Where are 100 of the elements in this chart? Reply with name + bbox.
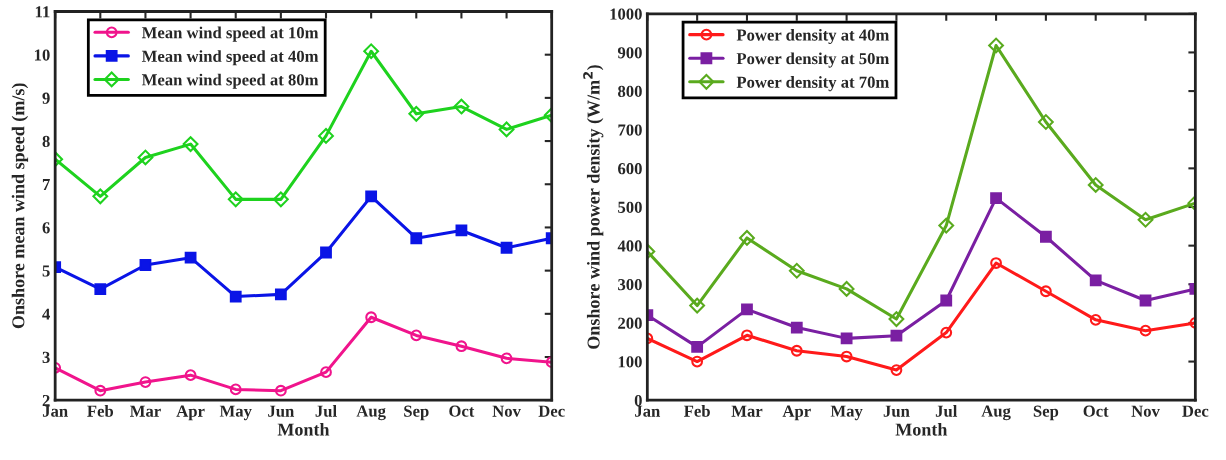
point (227, 191, 244, 208)
x-tick-label: Mar (731, 405, 763, 417)
y-tick-label: 6 (42, 222, 50, 234)
point (689, 297, 706, 314)
x-tick-label: Sep (404, 405, 429, 421)
y-axis-title: Onshore wind power density (W/m$^{2}$) (583, 65, 604, 349)
x-tick-label: Dec (538, 405, 565, 417)
y-axis-title: Onshore mean wind speed (m/s) (11, 83, 29, 329)
x-tick-label: Jan (42, 405, 68, 417)
x-tick-label: Oct (449, 405, 475, 417)
point (184, 251, 197, 264)
point (453, 98, 470, 115)
point (988, 37, 1004, 54)
point (500, 241, 513, 254)
point (94, 283, 107, 296)
x-tick-label: Jun (268, 405, 295, 417)
x-tick-label: Apr (176, 405, 205, 421)
y-tick-label: 500 (618, 201, 642, 213)
point (1137, 211, 1154, 228)
point (137, 149, 154, 166)
y-tick-label: 8 (42, 135, 50, 148)
point (500, 352, 513, 365)
point (890, 364, 903, 376)
point (1039, 285, 1052, 298)
point (498, 121, 515, 138)
x-tick-label: Nov (1131, 405, 1160, 417)
point (139, 376, 152, 388)
point (365, 311, 378, 324)
point (92, 188, 109, 205)
point (455, 340, 468, 353)
x-tick-label: Mar (130, 405, 161, 417)
x-tick-label: Jan (635, 405, 661, 417)
legend-label: Mean wind speed at 10m (141, 26, 319, 42)
x-tick-label: Oct (1083, 405, 1109, 417)
point (455, 224, 468, 237)
point (790, 344, 803, 357)
point (365, 190, 378, 203)
y-tick-label: 1000 (610, 8, 642, 20)
y-tick-label: 7 (42, 179, 50, 191)
point (990, 192, 1002, 205)
y-tick-label: 700 (618, 124, 642, 136)
legend-label: Power density at 70m (736, 76, 890, 92)
point (788, 262, 805, 279)
legend-label: Power density at 50m (736, 52, 890, 68)
y-tick-label: 800 (618, 85, 642, 98)
point (274, 288, 287, 301)
legend-label: Mean wind speed at 80m (141, 73, 319, 89)
x-tick-label: Jul (935, 405, 958, 417)
point (94, 384, 107, 397)
point (691, 340, 704, 353)
x-tick-label: Dec (1182, 405, 1209, 417)
point (363, 43, 380, 60)
x-tick-label: Apr (782, 405, 811, 421)
point (229, 383, 242, 396)
x-tick-label: Feb (87, 405, 114, 417)
point (838, 281, 855, 297)
point (320, 366, 332, 379)
point (1089, 313, 1102, 326)
y-tick-label: 400 (617, 240, 642, 252)
y-tick-label: 2 (42, 394, 50, 406)
point (1037, 114, 1054, 130)
point (410, 329, 423, 342)
point (1087, 177, 1104, 193)
x-tick-label: Jun (883, 405, 910, 417)
y-tick-label: 300 (618, 278, 642, 291)
point (408, 105, 425, 122)
point (938, 217, 955, 234)
point (940, 294, 953, 307)
point (1039, 230, 1052, 243)
y-tick-label: 9 (42, 92, 50, 104)
point (320, 246, 332, 259)
x-tick-label: Feb (684, 405, 710, 417)
point (182, 136, 199, 152)
x-tick-label: May (219, 405, 252, 421)
point (139, 259, 152, 271)
y-tick-label: 4 (42, 308, 50, 320)
legend-label: Mean wind speed at 40m (141, 50, 319, 66)
point (410, 232, 423, 245)
point (274, 384, 287, 397)
point (888, 311, 905, 327)
point (890, 329, 903, 342)
y-tick-label: 100 (618, 356, 642, 368)
y-tick-label: 900 (617, 47, 642, 59)
y-tick-label: 0 (634, 394, 642, 407)
y-tick-label: 10 (34, 49, 50, 61)
point (272, 191, 289, 208)
x-axis-title: Month (895, 422, 948, 436)
y-tick-label: 5 (42, 265, 50, 277)
x-tick-label: Sep (1033, 405, 1059, 421)
x-axis-title: Month (277, 422, 330, 436)
point (840, 350, 853, 363)
point (840, 332, 853, 345)
point (184, 369, 197, 382)
point (990, 257, 1002, 269)
point (1139, 294, 1152, 307)
point (1139, 324, 1152, 337)
legend-label: Power density at 40m (736, 28, 890, 45)
x-tick-label: Jul (315, 405, 337, 417)
point (691, 355, 704, 368)
point (318, 127, 334, 144)
